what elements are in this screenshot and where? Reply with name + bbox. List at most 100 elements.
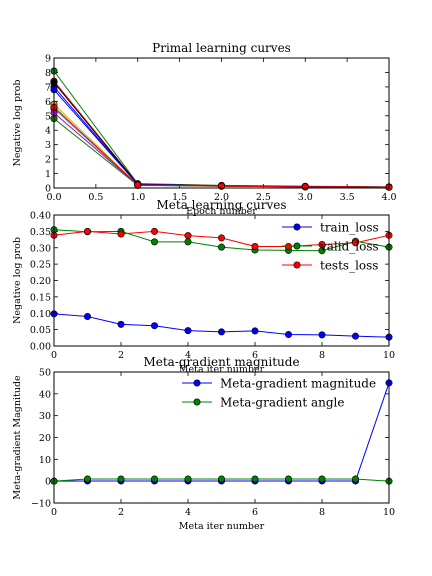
y-tick-label: 0.30 bbox=[30, 243, 51, 254]
series-line bbox=[53, 82, 390, 188]
y-tick-label: 0.15 bbox=[30, 292, 51, 303]
x-tick-label: 10 bbox=[383, 350, 395, 361]
y-tick-label: 40 bbox=[39, 389, 51, 400]
x-tick-label: 0 bbox=[51, 350, 57, 361]
data-point bbox=[251, 327, 259, 335]
y-tick-label: 0.05 bbox=[30, 325, 51, 336]
x-tick-label: 6 bbox=[252, 507, 258, 518]
x-tick-label: 1.5 bbox=[172, 192, 187, 203]
x-tick-label: 0.5 bbox=[88, 192, 103, 203]
x-tick-label: 2 bbox=[118, 350, 124, 361]
x-tick-label: 1.0 bbox=[130, 192, 145, 203]
data-point bbox=[218, 328, 226, 336]
y-tick-label: 6 bbox=[45, 97, 51, 108]
data-point bbox=[84, 313, 92, 321]
y-tick-label: 10 bbox=[39, 455, 51, 466]
data-point bbox=[284, 331, 292, 339]
series-line bbox=[53, 80, 390, 188]
data-point bbox=[184, 327, 192, 335]
x-tick-label: 3.0 bbox=[298, 192, 313, 203]
data-point bbox=[117, 320, 125, 328]
plot-frame bbox=[53, 371, 390, 504]
y-tick-label: 30 bbox=[39, 411, 51, 422]
legend-label: tests_loss bbox=[320, 259, 378, 273]
data-point bbox=[184, 232, 192, 240]
data-point bbox=[134, 181, 142, 189]
x-tick-label: 4.0 bbox=[381, 192, 396, 203]
y-tick-label: 0.25 bbox=[30, 260, 51, 271]
x-tick-label: 2.0 bbox=[214, 192, 229, 203]
data-point bbox=[218, 234, 226, 242]
series-line bbox=[53, 86, 390, 188]
y-tick-label: 50 bbox=[39, 368, 51, 379]
y-tick-label: 0.40 bbox=[30, 211, 51, 222]
y-tick-label: 7 bbox=[45, 82, 51, 93]
legend-label: train_loss bbox=[320, 221, 379, 235]
x-tick-label: 10 bbox=[383, 507, 395, 518]
y-tick-label: 5 bbox=[45, 111, 51, 122]
data-point bbox=[218, 243, 226, 251]
plot-frame bbox=[53, 57, 390, 189]
legend-label: Meta-gradient angle bbox=[220, 396, 344, 410]
y-tick-label: −10 bbox=[31, 499, 51, 510]
y-tick-label: 0.35 bbox=[30, 227, 51, 238]
plot-frame bbox=[53, 214, 390, 347]
data-point bbox=[151, 238, 159, 246]
data-point bbox=[351, 239, 359, 247]
x-tick-label: 8 bbox=[319, 507, 325, 518]
data-point bbox=[117, 230, 125, 238]
data-point bbox=[184, 238, 192, 246]
chart-1-xlabel: Meta iter number bbox=[179, 364, 265, 375]
y-tick-label: 3 bbox=[45, 140, 51, 151]
data-point bbox=[184, 475, 192, 483]
y-tick-label: 0.00 bbox=[30, 342, 51, 353]
x-tick-label: 8 bbox=[319, 350, 325, 361]
y-tick-label: 0.10 bbox=[30, 309, 51, 320]
legend-label: Meta-gradient magnitude bbox=[220, 377, 376, 391]
legend-marker bbox=[293, 242, 301, 250]
data-point bbox=[84, 475, 92, 483]
data-point bbox=[117, 475, 125, 483]
x-tick-label: 2.5 bbox=[256, 192, 271, 203]
y-tick-label: 0.20 bbox=[30, 276, 51, 287]
data-point bbox=[284, 475, 292, 483]
data-point bbox=[151, 475, 159, 483]
y-tick-label: 4 bbox=[45, 126, 51, 137]
legend-label: valid_loss bbox=[319, 240, 379, 254]
series-line bbox=[53, 70, 390, 188]
data-point bbox=[251, 475, 259, 483]
y-tick-label: 9 bbox=[45, 54, 51, 65]
data-point bbox=[218, 475, 226, 483]
chart-0-xlabel: Epoch number bbox=[186, 206, 257, 217]
data-point bbox=[151, 322, 159, 330]
legend-marker bbox=[193, 398, 201, 406]
chart-2-ylabel: Meta-gradient Magnitude bbox=[12, 375, 23, 500]
y-tick-label: 20 bbox=[39, 433, 51, 444]
chart-1-ylabel: Negative log prob bbox=[12, 237, 23, 324]
chart-1-title: Meta learning curves bbox=[156, 198, 286, 212]
y-tick-label: 0 bbox=[45, 184, 51, 195]
chart-2-xlabel: Meta iter number bbox=[179, 521, 265, 532]
data-point bbox=[318, 240, 326, 248]
data-point bbox=[301, 183, 309, 191]
legend-marker bbox=[293, 261, 301, 269]
chart-0-ylabel: Negative log prob bbox=[12, 80, 23, 167]
x-tick-label: 4 bbox=[185, 350, 191, 361]
chart-0-title: Primal learning curves bbox=[152, 41, 291, 55]
series-line bbox=[53, 112, 390, 188]
data-point bbox=[351, 475, 359, 483]
data-point bbox=[318, 475, 326, 483]
legend-marker bbox=[193, 379, 201, 387]
x-tick-label: 0.0 bbox=[46, 192, 61, 203]
y-tick-label: 0 bbox=[45, 477, 51, 488]
data-point bbox=[151, 227, 159, 235]
data-point bbox=[251, 242, 259, 250]
chart-2-title: Meta-gradient magnitude bbox=[143, 355, 299, 369]
x-tick-label: 3.5 bbox=[340, 192, 355, 203]
x-tick-label: 2 bbox=[118, 507, 124, 518]
data-point bbox=[351, 332, 359, 340]
data-point bbox=[318, 331, 326, 339]
legend-marker bbox=[293, 223, 301, 231]
data-point bbox=[84, 227, 92, 235]
